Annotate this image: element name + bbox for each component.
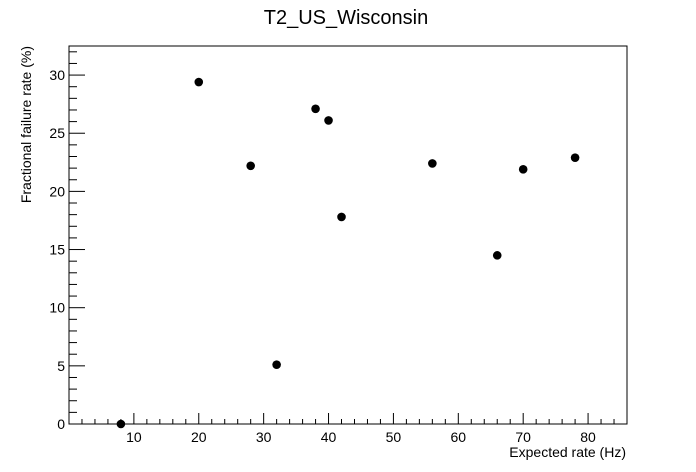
y-tick-label: 20 bbox=[49, 183, 65, 199]
data-point bbox=[518, 164, 528, 174]
data-point bbox=[337, 212, 346, 222]
data-point bbox=[570, 153, 580, 162]
x-tick-labels: 10 20 30 40 50 60 70 80 bbox=[126, 429, 596, 445]
x-axis-title: Expected rate (Hz) bbox=[509, 444, 626, 460]
data-point bbox=[116, 419, 126, 429]
data-point bbox=[324, 116, 333, 125]
y-tick-label: 25 bbox=[49, 125, 65, 141]
axis-ticks bbox=[69, 51, 615, 425]
y-tick-label: 0 bbox=[57, 416, 65, 432]
y-axis-title: Fractional failure rate (%) bbox=[18, 46, 34, 203]
x-tick-label: 30 bbox=[256, 429, 272, 445]
x-tick-label: 10 bbox=[126, 429, 142, 445]
data-point bbox=[428, 159, 437, 168]
x-tick-label: 70 bbox=[515, 429, 531, 445]
data-point bbox=[246, 161, 255, 171]
y-tick-label: 10 bbox=[49, 300, 65, 316]
x-tick-label: 80 bbox=[580, 429, 596, 445]
data-point bbox=[194, 77, 204, 87]
y-tick-labels: 0 5 10 15 20 25 30 bbox=[49, 67, 65, 432]
data-point bbox=[311, 104, 320, 114]
data-point bbox=[272, 360, 281, 369]
x-tick-label: 20 bbox=[191, 429, 207, 445]
plot-frame bbox=[68, 45, 628, 425]
chart-title: T2_US_Wisconsin bbox=[264, 7, 429, 29]
x-tick-label: 40 bbox=[321, 429, 337, 445]
y-tick-label: 30 bbox=[49, 67, 65, 83]
data-point bbox=[492, 251, 502, 260]
y-tick-label: 15 bbox=[49, 242, 65, 258]
y-tick-label: 5 bbox=[57, 358, 65, 374]
x-tick-label: 50 bbox=[386, 429, 402, 445]
x-tick-label: 60 bbox=[451, 429, 467, 445]
data-points bbox=[116, 77, 580, 429]
